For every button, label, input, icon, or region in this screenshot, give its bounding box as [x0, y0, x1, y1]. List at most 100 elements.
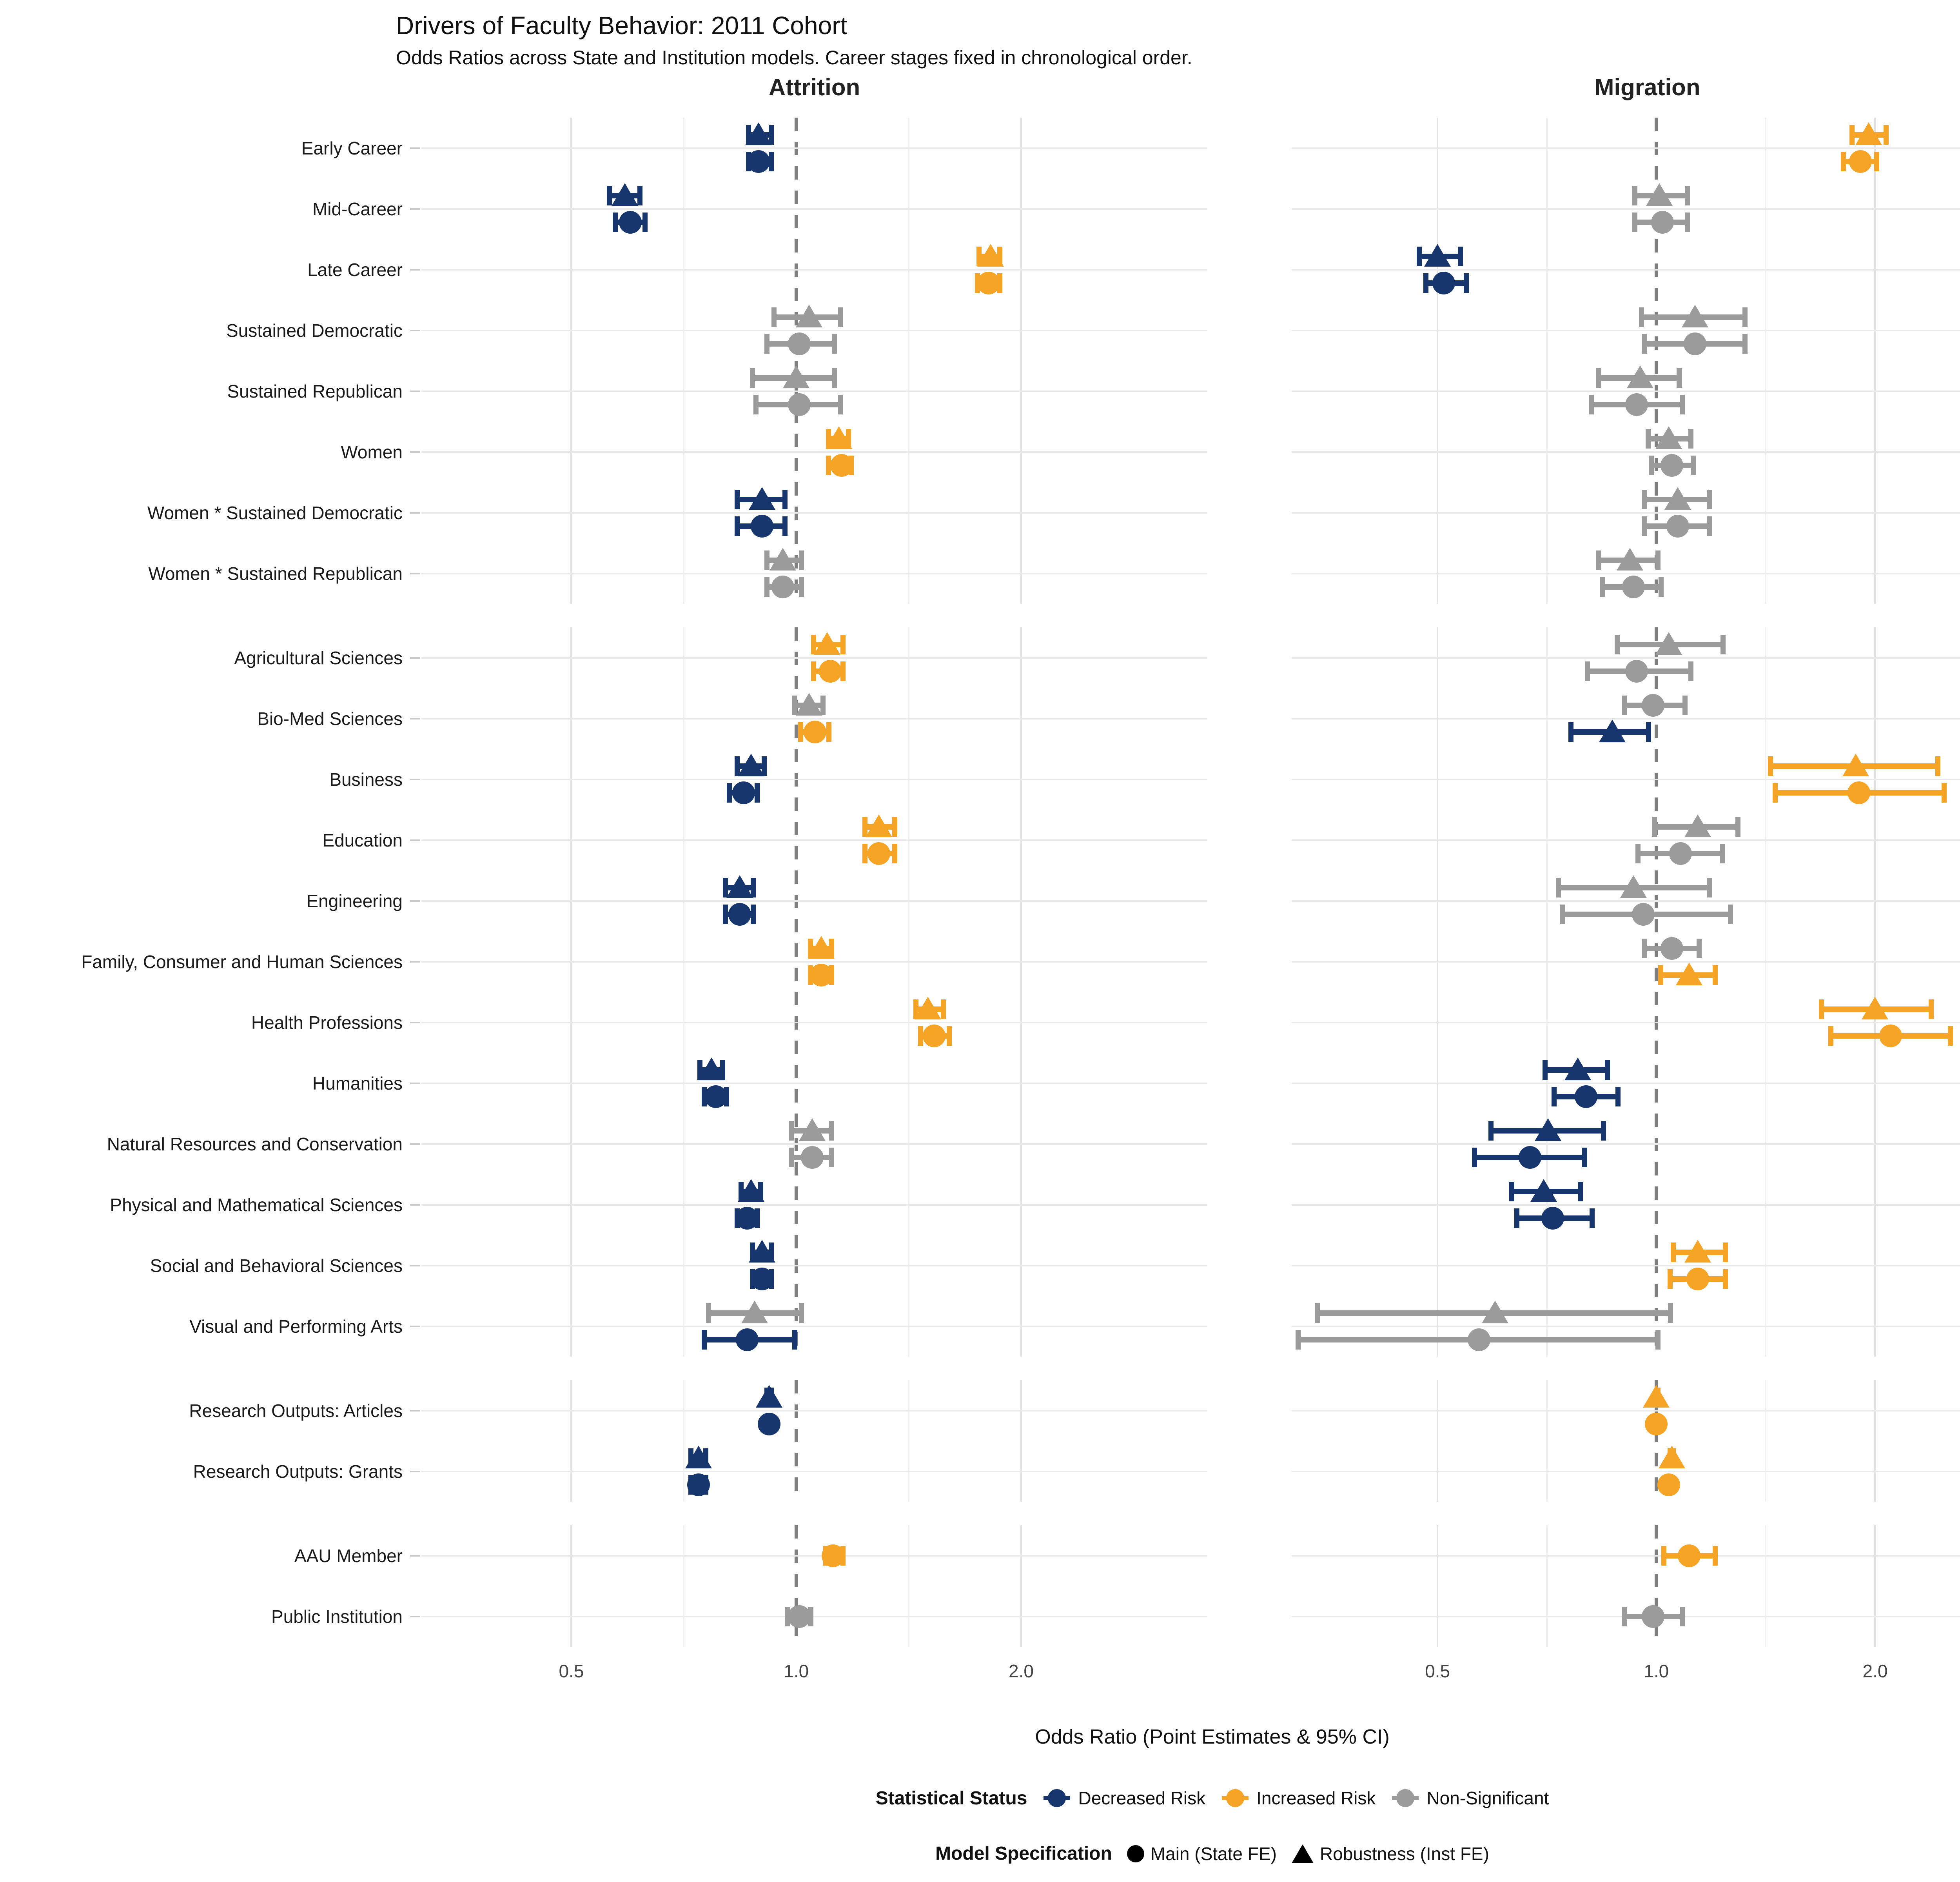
row-gridline	[1292, 1264, 1960, 1266]
row-label: Social and Behavioral Sciences	[150, 1255, 403, 1276]
x-axis-title: Odds Ratio (Point Estimates & 95% CI)	[1035, 1726, 1390, 1748]
point-main-inc	[977, 271, 1000, 294]
panel-attrition	[421, 1525, 1207, 1647]
point-robustness-inc	[808, 936, 835, 959]
row-gridline	[421, 1021, 1207, 1023]
point-main-inc	[923, 1024, 946, 1047]
row-gridline	[1292, 900, 1960, 902]
y-tick-mark	[410, 900, 420, 902]
point-main-ns	[788, 393, 811, 416]
row-gridline	[1292, 961, 1960, 963]
point-robustness-ns	[1681, 304, 1708, 327]
non-significant-key-icon	[1390, 1783, 1420, 1813]
point-main-dec	[1432, 271, 1455, 294]
row-label: Physical and Mathematical Sciences	[110, 1194, 403, 1215]
y-tick-mark	[410, 572, 420, 574]
row-gridline	[421, 1470, 1207, 1472]
gridline	[1874, 118, 1876, 604]
row-gridline	[421, 1264, 1207, 1266]
point-robustness-inc	[1643, 1384, 1670, 1408]
point-robustness-ns	[741, 1300, 768, 1323]
row-label: Education	[322, 830, 403, 850]
increased-risk-key-icon	[1220, 1783, 1250, 1813]
row-label: Women	[341, 441, 403, 462]
y-tick-mark	[410, 390, 420, 392]
point-robustness-ns	[1664, 487, 1691, 510]
robustness-model-triangle-icon	[1291, 1844, 1314, 1863]
row-gridline	[421, 147, 1207, 149]
point-main-inc	[818, 659, 842, 683]
point-robustness-dec	[745, 122, 772, 145]
row-label: Women * Sustained Democratic	[147, 502, 403, 523]
point-robustness-ns	[1481, 1300, 1508, 1323]
gridline	[1874, 627, 1876, 1357]
row-gridline	[1292, 1143, 1960, 1145]
chart-subtitle: Odds Ratios across State and Institution…	[396, 47, 1192, 69]
y-tick-mark	[410, 208, 420, 210]
y-tick-mark	[410, 269, 420, 271]
point-robustness-inc	[977, 243, 1004, 267]
gridline	[683, 1525, 685, 1647]
reference-line-or-1	[795, 118, 799, 604]
row-gridline	[1292, 1470, 1960, 1472]
legend-item-decreased-risk: Decreased Risk	[1042, 1783, 1205, 1813]
gridline	[1765, 1380, 1767, 1502]
row-gridline	[421, 1143, 1207, 1145]
x-tick-label: 2.0	[1862, 1661, 1888, 1681]
row-gridline	[421, 718, 1207, 719]
point-robustness-ns	[1655, 632, 1682, 655]
point-main-inc	[1686, 1267, 1709, 1290]
y-tick-mark	[410, 1615, 420, 1617]
point-robustness-dec	[1564, 1057, 1592, 1080]
x-tick-label: 0.5	[1425, 1661, 1450, 1681]
panel-migration	[1292, 627, 1960, 1357]
point-robustness-dec	[749, 1239, 776, 1263]
gridline	[1546, 118, 1548, 604]
row-gridline	[421, 572, 1207, 574]
point-robustness-inc	[1855, 122, 1882, 145]
y-tick-mark	[410, 1470, 420, 1472]
gridline	[1020, 627, 1022, 1357]
point-robustness-dec	[698, 1057, 725, 1080]
gridline	[1020, 118, 1022, 604]
gridline	[1765, 1525, 1767, 1647]
x-tick-label: 2.0	[1009, 1661, 1034, 1681]
point-main-dec	[728, 903, 751, 926]
point-main-inc	[830, 454, 853, 477]
point-robustness-inc	[1862, 996, 1889, 1019]
point-robustness-inc	[1658, 1445, 1685, 1468]
panel-attrition	[421, 118, 1207, 604]
row-gridline	[1292, 1325, 1960, 1327]
point-robustness-inc	[1842, 753, 1869, 776]
row-gridline	[421, 451, 1207, 453]
row-label: Research Outputs: Articles	[189, 1400, 403, 1421]
gridline	[1546, 1380, 1548, 1502]
point-main-dec	[758, 1412, 781, 1435]
reference-line-or-1	[795, 627, 799, 1357]
reference-line-or-1	[795, 1525, 799, 1647]
panel-attrition	[421, 627, 1207, 1357]
row-label: Women * Sustained Republican	[148, 563, 403, 584]
point-main-inc	[867, 842, 891, 865]
gridline	[1437, 118, 1439, 604]
row-label: Business	[329, 769, 403, 790]
legend-model-specification: Model Specification Main (State FE) Robu…	[421, 1843, 1960, 1864]
point-robustness-inc	[825, 426, 852, 449]
legend-statistical-status: Statistical Status Decreased Risk Increa…	[421, 1783, 1960, 1813]
point-robustness-ns	[1617, 547, 1644, 570]
point-robustness-inc	[914, 996, 941, 1019]
point-robustness-ns	[1646, 183, 1673, 206]
gridline	[1437, 627, 1439, 1357]
row-gridline	[421, 1615, 1207, 1617]
row-gridline	[1292, 1021, 1960, 1023]
y-tick-mark	[410, 1325, 420, 1327]
row-label: Health Professions	[251, 1012, 403, 1033]
legend-label: Decreased Risk	[1078, 1788, 1206, 1808]
row-gridline	[421, 208, 1207, 210]
point-main-ns	[1467, 1328, 1490, 1351]
gridline	[1437, 1380, 1439, 1502]
legend-model-title: Model Specification	[935, 1843, 1112, 1864]
gridline	[570, 627, 572, 1357]
